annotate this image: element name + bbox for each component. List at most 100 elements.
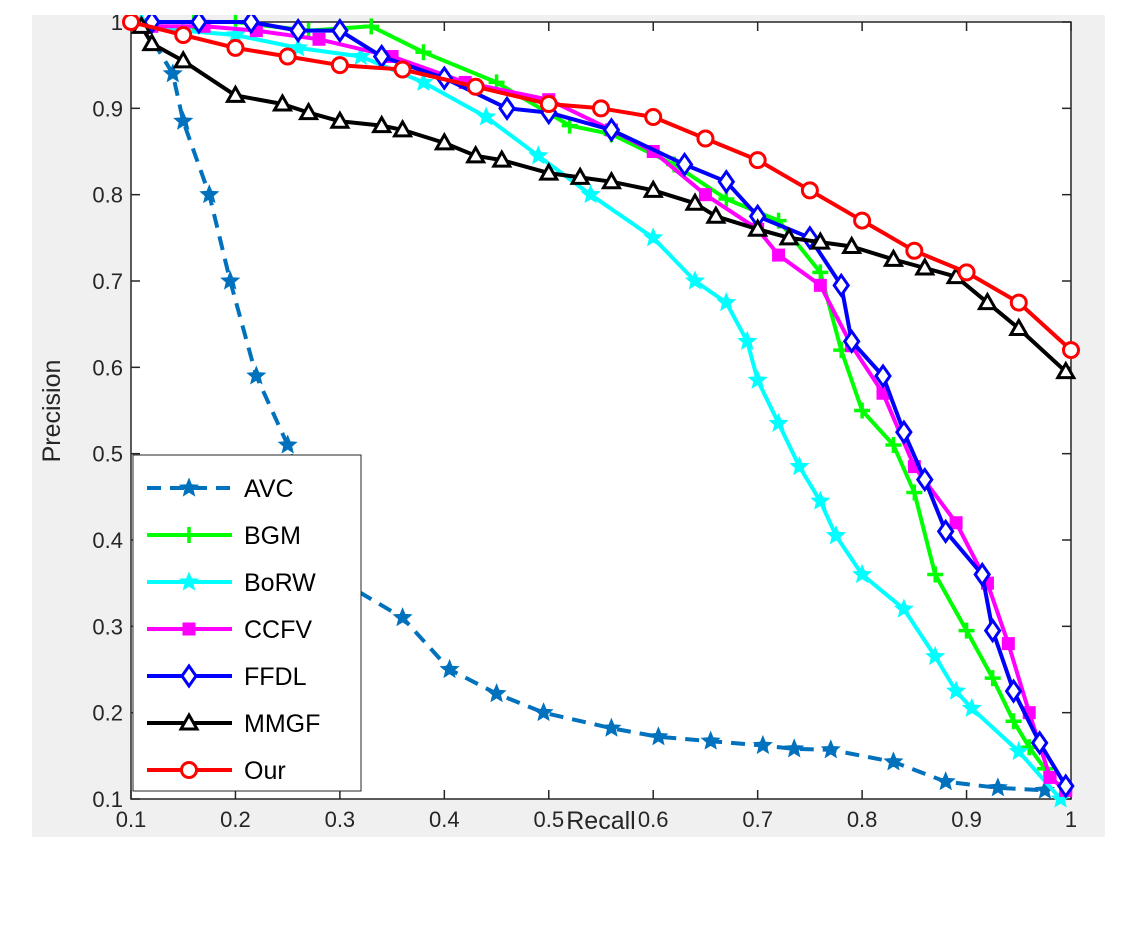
data-point — [1030, 730, 1049, 756]
x-tick-label: 0.7 — [742, 807, 773, 832]
x-axis-label: Recall — [566, 807, 635, 835]
y-tick-label: 0.2 — [92, 701, 123, 726]
data-point — [984, 670, 1001, 687]
data-point — [906, 484, 923, 501]
data-point — [752, 734, 773, 755]
data-point — [580, 184, 601, 204]
data-point — [539, 95, 558, 114]
data-point — [914, 257, 936, 276]
data-point — [705, 205, 727, 224]
data-point — [330, 56, 349, 75]
data-point — [842, 328, 861, 355]
data-point — [905, 241, 924, 260]
legend-entry-our: Our — [147, 757, 286, 785]
series-mmgf — [130, 15, 1077, 380]
legend-label: AVC — [244, 475, 294, 503]
x-tick-label: 0.5 — [533, 807, 564, 832]
precision-recall-chart: 0.1 0.2 0.3 0.4 0.5 0.6 0.7 0.8 0.9 1 0.1 0.2 0.3 0.4… — [38, 15, 1080, 835]
data-point — [949, 516, 963, 530]
data-point — [178, 711, 200, 731]
data-point — [852, 563, 873, 584]
data-point — [1005, 713, 1022, 730]
data-point — [700, 730, 721, 750]
data-point — [768, 412, 789, 432]
x-tick-label: 0.1 — [116, 807, 147, 832]
data-point — [1009, 293, 1028, 312]
data-point — [180, 761, 198, 779]
data-point — [1004, 678, 1023, 704]
y-tick-label: 0.8 — [92, 183, 123, 208]
data-point — [644, 107, 663, 126]
data-point — [1043, 770, 1057, 784]
data-point — [1001, 637, 1015, 651]
data-point — [173, 110, 194, 130]
data-point — [141, 32, 163, 52]
data-point — [882, 248, 905, 267]
data-point — [675, 151, 694, 178]
data-point — [961, 697, 982, 717]
data-point — [927, 566, 944, 583]
data-point — [946, 680, 967, 700]
legend: AVC BGM BoRW CCFV FFDL MMGF Our — [132, 454, 362, 792]
y-tick-label: 0.6 — [92, 355, 123, 380]
data-point — [178, 477, 200, 497]
data-point — [350, 45, 371, 66]
legend-entry-borw: BoRW — [147, 569, 316, 597]
y-tick-label: 0.9 — [92, 96, 123, 121]
y-tick-label: 0.1 — [92, 787, 123, 812]
data-point — [800, 181, 819, 200]
data-point — [172, 49, 194, 69]
legend-label: BGM — [244, 522, 301, 550]
data-point — [935, 771, 956, 791]
legend-entry-bgm: BGM — [147, 522, 301, 550]
data-point — [439, 658, 460, 679]
data-point — [915, 466, 934, 493]
data-point — [371, 114, 393, 134]
data-point — [684, 270, 706, 290]
data-point — [331, 18, 349, 44]
y-tick-label: 0.7 — [92, 269, 123, 294]
data-point — [936, 518, 955, 544]
data-point — [491, 149, 513, 168]
legend-label: BoRW — [244, 569, 316, 597]
data-point — [696, 129, 715, 148]
data-point — [486, 683, 507, 703]
data-point — [174, 25, 193, 44]
data-point — [162, 63, 183, 83]
data-point — [592, 99, 610, 118]
x-tick-label: 0.2 — [220, 807, 251, 832]
data-point — [747, 369, 768, 389]
data-point — [363, 18, 380, 35]
data-point — [1056, 773, 1075, 799]
y-tick-label: 0.4 — [92, 528, 123, 553]
data-point — [181, 527, 197, 543]
data-point — [789, 456, 810, 476]
x-tick-label: 0.9 — [951, 807, 982, 832]
legend-entry-avc: AVC — [147, 475, 294, 503]
series-line-mmgf — [139, 25, 1068, 374]
x-tick-label: 0.3 — [325, 807, 356, 832]
data-point — [717, 169, 736, 195]
tick-labels: 0.1 0.2 0.3 0.4 0.5 0.6 0.7 0.8 0.9 1 0.1 0.2 0.3 0.4… — [92, 15, 1077, 832]
data-point — [853, 211, 872, 230]
data-point — [242, 15, 260, 35]
y-tick-label: 1 — [111, 15, 123, 35]
data-point — [143, 15, 161, 35]
data-point — [278, 47, 297, 66]
data-point — [533, 702, 554, 722]
data-point — [832, 272, 851, 298]
y-axis-label: Precision — [38, 360, 66, 463]
data-point — [180, 663, 198, 689]
data-point — [747, 218, 769, 237]
data-point — [465, 144, 487, 164]
data-point — [957, 263, 976, 282]
data-point — [271, 92, 294, 112]
data-point — [413, 71, 434, 91]
data-point — [178, 571, 200, 591]
data-point — [820, 739, 841, 759]
data-point — [778, 226, 800, 246]
data-point — [538, 162, 560, 181]
data-point — [642, 179, 664, 198]
data-point — [648, 726, 669, 746]
legend-label: Our — [244, 757, 286, 785]
